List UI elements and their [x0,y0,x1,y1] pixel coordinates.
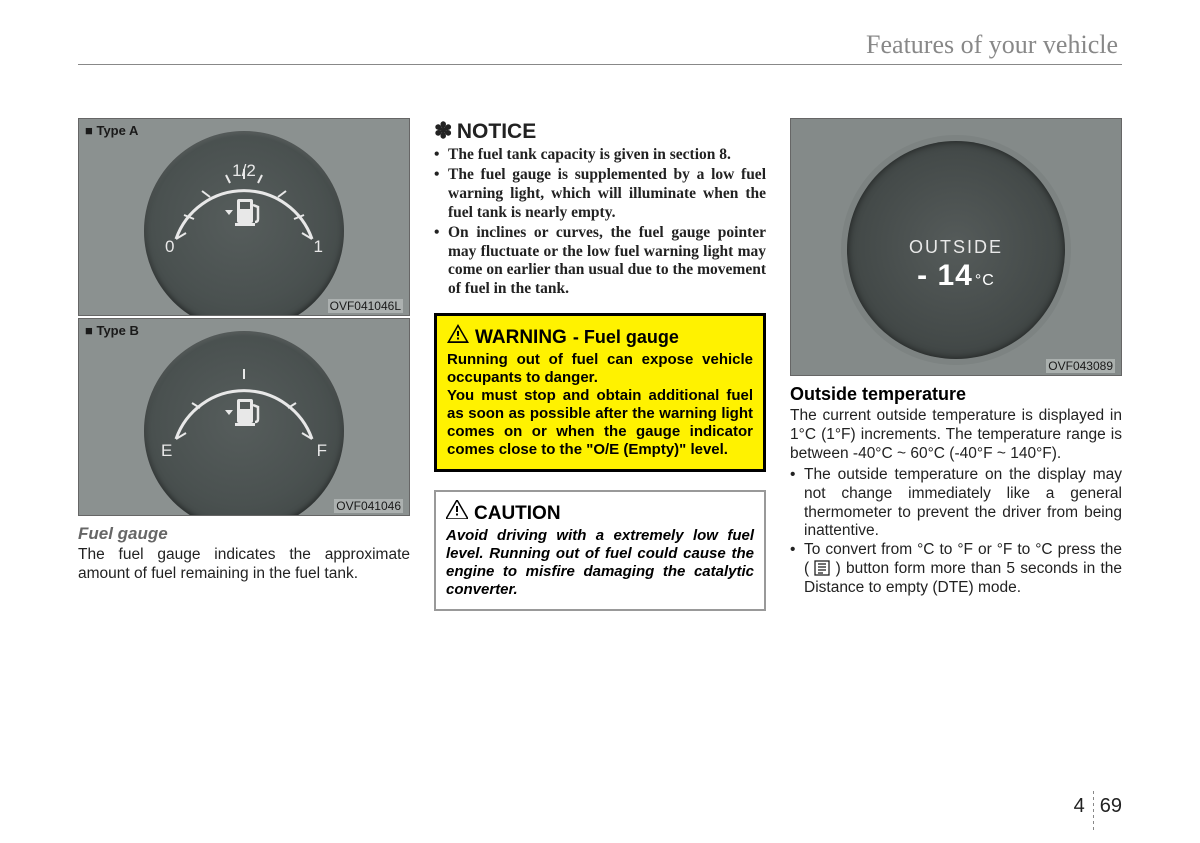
list-item: The outside temperature on the display m… [790,466,1122,542]
temp-value: - 14 °C [917,259,995,293]
notice-item: The fuel gauge is supplemented by a low … [434,166,766,223]
notice-item: On inclines or curves, the fuel gauge po… [434,224,766,300]
outside-temp-heading: Outside temperature [790,384,1122,405]
caution-title: CAUTION [474,503,561,525]
notice-list: The fuel tank capacity is given in secti… [434,146,766,299]
gauge-type-b: ■ Type B E F OVF0410 [78,318,410,516]
list-item: To convert from °C to °F or °F to °C pre… [790,541,1122,598]
column-3: OUTSIDE - 14 °C OVF043089 Outside temper… [790,118,1122,611]
gauge-a-left-mark: 0 [165,237,174,257]
footer-chapter: 4 [1074,791,1089,818]
column-2: ✽ NOTICE The fuel tank capacity is given… [434,118,766,611]
gauge-a-mid-mark: 1/2 [232,161,256,181]
temp-display-box: OUTSIDE - 14 °C OVF043089 [790,118,1122,376]
gauge-a-ref: OVF041046L [328,299,403,313]
temp-unit: °C [975,272,995,290]
gauge-b-right-mark: F [317,441,327,461]
temp-number: - 14 [917,259,973,293]
warning-body-1: Running out of fuel can expose vehicle o… [447,351,753,387]
notice-star-icon: ✽ [434,118,452,143]
warning-head: WARNING - Fuel gauge [447,324,753,349]
outside-temp-p1: The current outside temperature is displ… [790,407,1122,464]
warning-triangle-icon [447,324,469,343]
footer-page: 69 [1098,791,1122,818]
warning-title: WARNING [475,327,567,349]
caution-head: CAUTION [446,500,754,525]
notice-title: NOTICE [457,120,536,143]
page-footer: 4 69 [1074,791,1122,831]
footer-separator [1093,791,1094,831]
warning-box: WARNING - Fuel gauge Running out of fuel… [434,313,766,472]
content-grid: ■ Type A [78,118,1122,611]
list-post: ) button form more than 5 seconds in the… [804,560,1122,596]
gauge-a-right-mark: 1 [314,237,323,257]
chapter-title: Features of your vehicle [866,30,1118,60]
gauge-b-left-mark: E [161,441,172,461]
gauge-a-label: ■ Type A [85,123,138,138]
caution-box: CAUTION Avoid driving with a extremely l… [434,490,766,611]
trip-button-icon [814,560,830,576]
notice-item: The fuel tank capacity is given in secti… [434,146,766,165]
fuel-pump-icon [225,197,263,227]
caution-triangle-icon [446,500,468,519]
gauge-b-ref: OVF041046 [334,499,403,513]
column-1: ■ Type A [78,118,410,611]
fuel-gauge-text: The fuel gauge indicates the approximate… [78,546,410,584]
caution-body: Avoid driving with a extremely low fuel … [446,527,754,599]
gauge-b-label: ■ Type B [85,323,139,338]
temp-ref: OVF043089 [1046,359,1115,373]
temp-outside-label: OUTSIDE [909,237,1003,258]
header-rule [78,64,1122,65]
fuel-pump-icon [225,397,263,427]
gauge-type-a: ■ Type A [78,118,410,316]
notice-header: ✽ NOTICE [434,118,766,144]
outside-temp-list: The outside temperature on the display m… [790,466,1122,598]
warning-body-2: You must stop and obtain additional fuel… [447,387,753,459]
warning-subtitle: - Fuel gauge [573,327,679,348]
fuel-gauge-heading: Fuel gauge [78,524,410,544]
footer-dotline [60,803,1052,804]
